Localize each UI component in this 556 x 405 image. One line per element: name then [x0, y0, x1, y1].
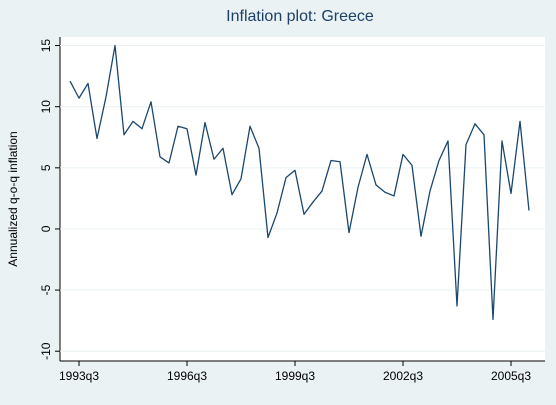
chart-title: Inflation plot: Greece	[226, 8, 374, 25]
data-line	[69, 44, 530, 321]
x-tick-label: 2002q3	[383, 369, 423, 383]
y-tick-label: -5	[39, 284, 53, 295]
x-tick-label: 1993q3	[59, 369, 99, 383]
plot-area	[60, 37, 545, 361]
x-tick-label: 1999q3	[275, 369, 315, 383]
y-axis-label: Annualized q-o-q inflation	[6, 131, 20, 266]
y-tick-label: 15	[39, 39, 53, 53]
x-tick-label: 2005q3	[491, 369, 531, 383]
y-tick-label: 0	[39, 225, 53, 232]
y-tick-label: 5	[39, 164, 53, 171]
y-tick-label: 10	[39, 100, 53, 114]
x-tick-label: 1996q3	[167, 369, 207, 383]
y-tick-label: -10	[39, 342, 53, 360]
